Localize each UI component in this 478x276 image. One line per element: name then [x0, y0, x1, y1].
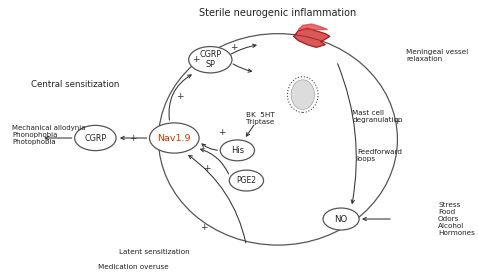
Text: +: +	[393, 117, 400, 126]
Text: Sterile neurogenic inflammation: Sterile neurogenic inflammation	[199, 7, 357, 18]
Circle shape	[189, 47, 232, 73]
Text: Mechanical allodynia
Phonophobia
Photophobia: Mechanical allodynia Phonophobia Photoph…	[12, 125, 86, 145]
Text: +: +	[203, 164, 210, 173]
Circle shape	[75, 125, 116, 151]
Circle shape	[150, 123, 199, 153]
Text: Latent sensitization: Latent sensitization	[119, 249, 189, 255]
Text: +: +	[129, 134, 137, 142]
Text: +: +	[200, 223, 207, 232]
Polygon shape	[294, 28, 330, 47]
Circle shape	[323, 208, 359, 230]
Text: +: +	[218, 128, 225, 137]
Text: His: His	[231, 146, 244, 155]
Text: Mast cell
degranulation: Mast cell degranulation	[352, 110, 403, 123]
Text: CGRP: CGRP	[84, 134, 107, 142]
Text: Stress
Food
Odors
Alcohol
Hormones: Stress Food Odors Alcohol Hormones	[438, 202, 475, 236]
Text: +: +	[176, 92, 184, 101]
Ellipse shape	[291, 80, 315, 110]
Text: Nav1.9: Nav1.9	[158, 134, 191, 142]
Text: +: +	[229, 43, 237, 52]
Circle shape	[229, 170, 263, 191]
Text: BK  5HT
Triptase: BK 5HT Triptase	[246, 112, 274, 125]
Circle shape	[220, 140, 254, 161]
Text: Medication overuse: Medication overuse	[98, 264, 169, 270]
Text: CGRP
SP: CGRP SP	[199, 50, 221, 70]
Text: Meningeal vessel
relaxation: Meningeal vessel relaxation	[406, 49, 469, 62]
Text: +: +	[192, 55, 199, 64]
Text: PGE2: PGE2	[237, 176, 256, 185]
Polygon shape	[298, 24, 327, 30]
Text: Feedforward
loops: Feedforward loops	[357, 149, 402, 162]
Text: NO: NO	[335, 214, 348, 224]
Text: Central sensitization: Central sensitization	[31, 80, 120, 89]
